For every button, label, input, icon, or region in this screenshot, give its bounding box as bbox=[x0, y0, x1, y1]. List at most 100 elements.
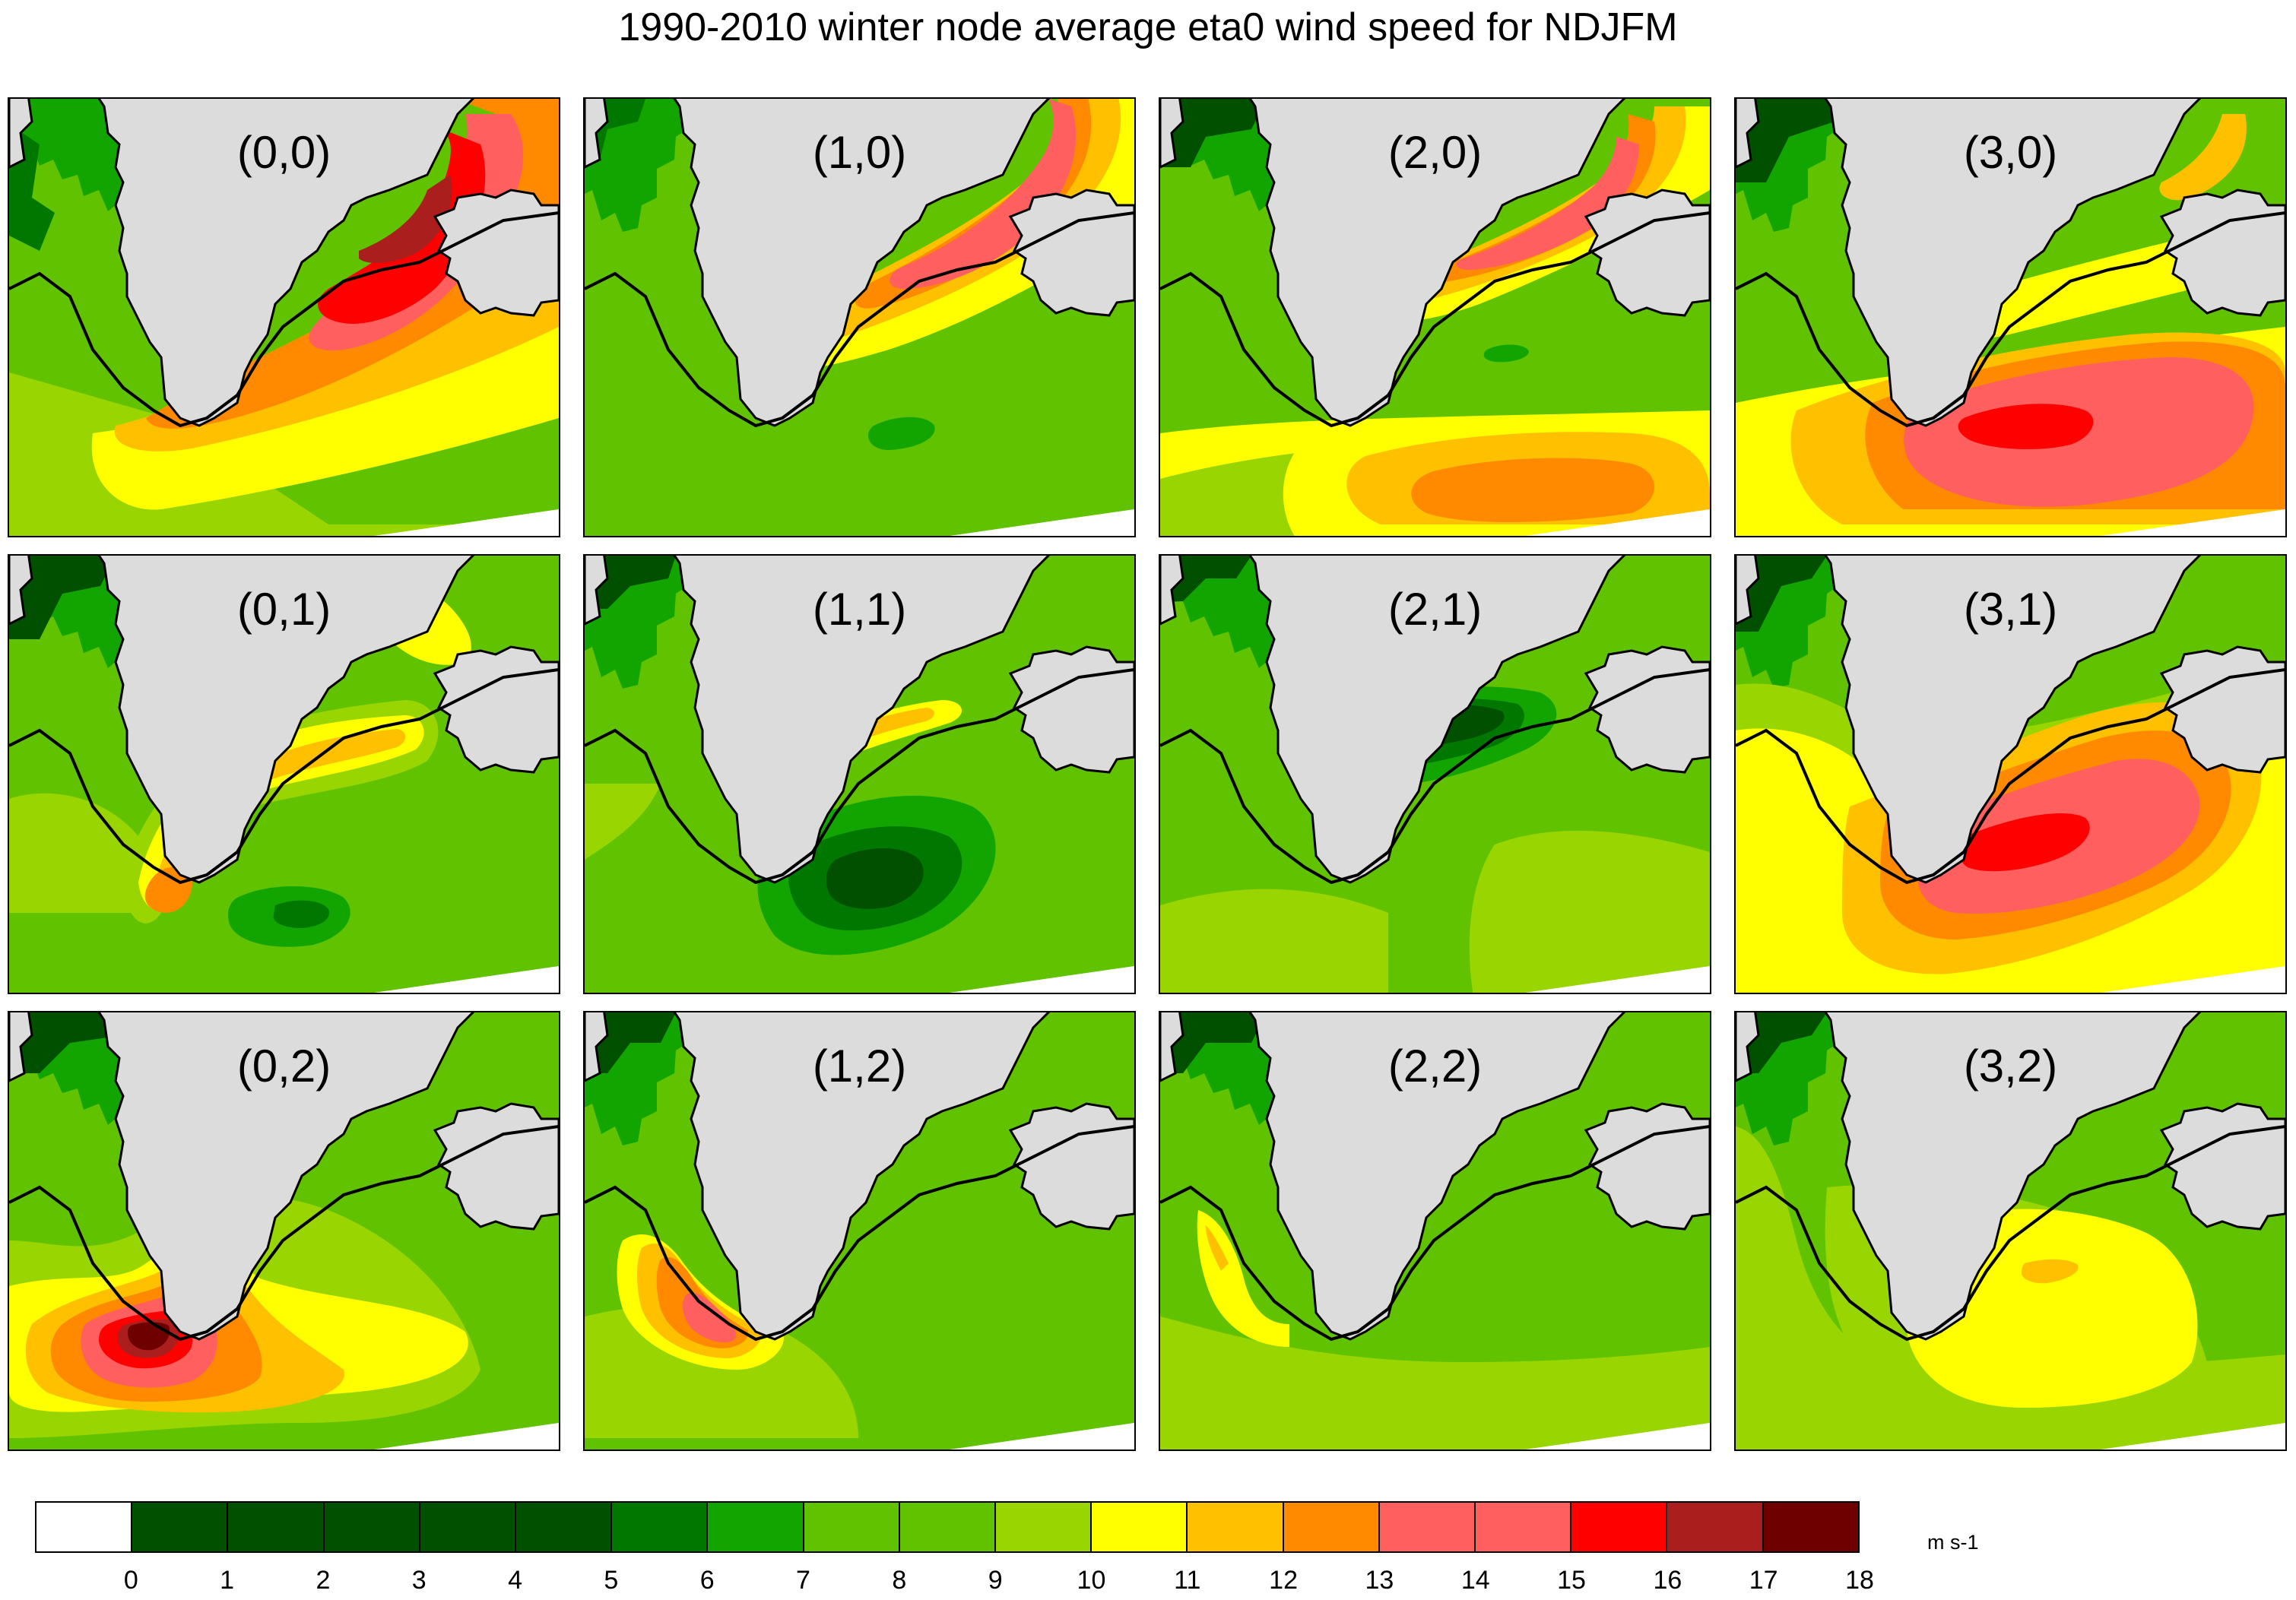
wind-contour-band bbox=[1456, 137, 1639, 271]
colorbar-box bbox=[1379, 1503, 1476, 1551]
wind-speed-map bbox=[585, 1012, 1134, 1450]
wind-contour-band bbox=[1736, 99, 1842, 182]
wind-contour-band bbox=[9, 556, 116, 639]
canada-landmass bbox=[1160, 556, 1184, 626]
sea-ice-edge-line bbox=[1160, 1125, 1710, 1342]
colorbar-tick-label: 11 bbox=[1174, 1566, 1201, 1595]
wind-speed-map bbox=[9, 1012, 559, 1450]
colorbar-box bbox=[36, 1503, 133, 1551]
canada-landmass bbox=[585, 1012, 609, 1082]
colorbar-tick-label: 2 bbox=[316, 1566, 331, 1595]
canada-landmass bbox=[9, 99, 33, 169]
canada-landmass bbox=[1160, 99, 1184, 169]
iceland-landmass bbox=[1008, 1102, 1134, 1231]
sea-ice-edge-line bbox=[1736, 1125, 2285, 1342]
wind-speed-map bbox=[1160, 556, 1710, 993]
no-data-area bbox=[2101, 966, 2285, 993]
sea-ice-edge-line bbox=[585, 1125, 1134, 1342]
wind-contour-band bbox=[890, 99, 1077, 289]
map-panel: (0,1) bbox=[8, 554, 560, 994]
wind-contour-band bbox=[144, 867, 192, 913]
wind-contour-band bbox=[2021, 1259, 2079, 1284]
colorbar-tick-label: 4 bbox=[508, 1566, 523, 1595]
colorbar-tick-label: 17 bbox=[1749, 1566, 1778, 1595]
colorbar-box bbox=[132, 1503, 229, 1551]
iceland-landmass bbox=[433, 645, 559, 774]
wind-contour-band bbox=[1160, 556, 1251, 601]
colorbar-tick-label: 12 bbox=[1269, 1566, 1298, 1595]
colorbar-tick-label: 7 bbox=[796, 1566, 810, 1595]
wind-contour-band bbox=[682, 1293, 737, 1343]
colorbar-box bbox=[516, 1503, 613, 1551]
colorbar-tick-label: 18 bbox=[1845, 1566, 1874, 1595]
wind-contour-band bbox=[1160, 99, 1267, 167]
iceland-landmass bbox=[1584, 1102, 1710, 1231]
greenland-landmass bbox=[97, 99, 475, 427]
map-panel: (3,0) bbox=[1734, 97, 2287, 537]
map-panel: (1,1) bbox=[583, 554, 1136, 994]
panel-grid: (0,0) (1,0) (2,0) (3,0) (0,1) (1,1) (2,1) (3,1)… bbox=[8, 97, 2287, 1451]
map-panel: (2,0) bbox=[1159, 97, 1711, 537]
sea-ice-edge-line bbox=[585, 668, 1134, 885]
sea-ice-edge-line bbox=[1160, 211, 1710, 428]
colorbar-tick-label: 10 bbox=[1077, 1566, 1106, 1595]
colorbar-tick-label: 14 bbox=[1460, 1566, 1490, 1595]
greenland-landmass bbox=[97, 556, 475, 884]
no-data-area bbox=[1525, 1423, 1710, 1450]
colorbar-box bbox=[1476, 1503, 1572, 1551]
colorbar-box bbox=[899, 1503, 997, 1551]
greenland-landmass bbox=[1824, 556, 2202, 884]
wind-contour-band bbox=[2159, 114, 2247, 201]
no-data-area bbox=[1525, 509, 1710, 536]
colorbar-box bbox=[1283, 1503, 1380, 1551]
wind-speed-map bbox=[1160, 99, 1710, 536]
colorbar-box bbox=[228, 1503, 325, 1551]
greenland-landmass bbox=[673, 99, 1051, 427]
colorbar-tick-label: 15 bbox=[1557, 1566, 1586, 1595]
map-panel: (0,0) bbox=[8, 97, 560, 537]
wind-speed-map bbox=[1736, 99, 2285, 536]
greenland-landmass bbox=[1824, 99, 2202, 427]
canada-landmass bbox=[1736, 1012, 1760, 1082]
canada-landmass bbox=[9, 556, 33, 626]
colorbar-tick-label: 5 bbox=[604, 1566, 619, 1595]
colorbar-tick-label: 0 bbox=[123, 1566, 138, 1595]
iceland-landmass bbox=[1584, 645, 1710, 774]
wind-speed-map bbox=[1160, 1012, 1710, 1450]
iceland-landmass bbox=[2159, 189, 2285, 317]
greenland-landmass bbox=[673, 556, 1051, 884]
canada-landmass bbox=[1160, 1012, 1184, 1082]
no-data-area bbox=[950, 1423, 1134, 1450]
colorbar-box bbox=[612, 1503, 709, 1551]
colorbar-box bbox=[708, 1503, 804, 1551]
figure-title: 1990-2010 winter node average eta0 wind … bbox=[618, 5, 1678, 49]
colorbar-box bbox=[1092, 1503, 1188, 1551]
wind-contour-band bbox=[867, 417, 935, 450]
wind-contour-band bbox=[826, 848, 924, 909]
wind-speed-map bbox=[9, 99, 559, 536]
wind-speed-map bbox=[1736, 1012, 2285, 1450]
wind-contour-band bbox=[1160, 1377, 1710, 1450]
canada-landmass bbox=[585, 99, 609, 169]
greenland-landmass bbox=[97, 1012, 475, 1341]
no-data-area bbox=[950, 509, 1134, 536]
colorbar-tick-label: 6 bbox=[699, 1566, 715, 1595]
sea-ice-edge-line bbox=[1736, 668, 2285, 885]
canada-landmass bbox=[9, 1012, 33, 1082]
colorbar-tick-label: 8 bbox=[892, 1566, 907, 1595]
wind-contour-band bbox=[9, 793, 161, 913]
wind-contour-band bbox=[1469, 830, 1710, 993]
wind-speed-map bbox=[1736, 556, 2285, 993]
map-panel: (2,1) bbox=[1159, 554, 1711, 994]
no-data-area bbox=[950, 966, 1134, 993]
wind-contour-band bbox=[1958, 813, 2090, 872]
wind-contour-band bbox=[1958, 404, 2094, 450]
greenland-landmass bbox=[1248, 1012, 1626, 1341]
wind-contour-band bbox=[1397, 106, 1686, 303]
map-panel: (1,0) bbox=[583, 97, 1136, 537]
greenland-landmass bbox=[673, 1012, 1051, 1341]
wind-contour-band bbox=[128, 1322, 170, 1351]
iceland-landmass bbox=[1008, 645, 1134, 774]
wind-contour-band bbox=[1197, 1210, 1289, 1347]
colorbar-units: m s-1 bbox=[1927, 1531, 1979, 1554]
